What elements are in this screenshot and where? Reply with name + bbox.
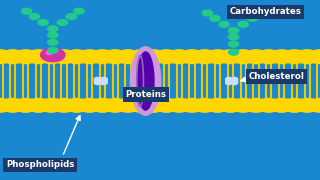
Text: Phospholipids: Phospholipids (6, 160, 74, 169)
Circle shape (116, 50, 140, 64)
Circle shape (210, 15, 220, 21)
Circle shape (226, 81, 232, 85)
Circle shape (231, 77, 238, 81)
Circle shape (103, 98, 127, 112)
Circle shape (226, 77, 232, 81)
Circle shape (193, 98, 217, 112)
Circle shape (295, 98, 319, 112)
Circle shape (57, 20, 68, 25)
Circle shape (1, 50, 25, 64)
Circle shape (141, 50, 166, 64)
Circle shape (231, 79, 238, 83)
Circle shape (226, 79, 232, 83)
Circle shape (154, 98, 179, 112)
Circle shape (52, 98, 76, 112)
Circle shape (26, 50, 51, 64)
Circle shape (101, 81, 107, 85)
Circle shape (154, 50, 179, 64)
Circle shape (219, 21, 229, 27)
Text: Carbohydrates: Carbohydrates (230, 7, 301, 16)
Circle shape (38, 20, 48, 25)
Circle shape (205, 98, 230, 112)
Circle shape (66, 14, 76, 19)
Text: Cholesterol: Cholesterol (249, 72, 305, 81)
Circle shape (282, 50, 307, 64)
Circle shape (231, 81, 238, 85)
Circle shape (228, 41, 239, 47)
Circle shape (255, 10, 265, 16)
Circle shape (48, 39, 58, 45)
Circle shape (228, 28, 239, 33)
Circle shape (103, 50, 127, 64)
Circle shape (21, 8, 32, 14)
Circle shape (101, 79, 107, 82)
Ellipse shape (131, 47, 161, 115)
Circle shape (247, 15, 257, 21)
Circle shape (48, 32, 58, 38)
Circle shape (39, 50, 63, 64)
Circle shape (39, 98, 63, 112)
Circle shape (193, 50, 217, 64)
Circle shape (282, 98, 307, 112)
Circle shape (13, 98, 38, 112)
Circle shape (13, 50, 38, 64)
Circle shape (244, 98, 268, 112)
Circle shape (180, 50, 204, 64)
Circle shape (308, 98, 320, 112)
Circle shape (1, 98, 25, 112)
Circle shape (295, 50, 319, 64)
Circle shape (26, 98, 51, 112)
Circle shape (231, 98, 255, 112)
Circle shape (90, 50, 115, 64)
Circle shape (218, 50, 243, 64)
Circle shape (244, 50, 268, 64)
Circle shape (0, 98, 12, 112)
Circle shape (269, 50, 294, 64)
Circle shape (257, 50, 281, 64)
Circle shape (202, 10, 212, 16)
Circle shape (48, 26, 58, 32)
Circle shape (77, 98, 102, 112)
Text: Proteins: Proteins (125, 90, 166, 99)
Circle shape (228, 49, 239, 55)
Circle shape (218, 98, 243, 112)
Circle shape (94, 81, 101, 85)
Circle shape (94, 80, 101, 83)
Circle shape (0, 50, 12, 64)
Circle shape (167, 50, 191, 64)
Circle shape (52, 50, 76, 64)
Circle shape (46, 51, 52, 55)
Circle shape (238, 21, 248, 27)
Circle shape (231, 50, 255, 64)
Circle shape (205, 50, 230, 64)
Circle shape (90, 98, 115, 112)
Circle shape (65, 98, 89, 112)
Circle shape (257, 98, 281, 112)
Circle shape (228, 34, 239, 40)
Ellipse shape (137, 52, 154, 110)
Circle shape (101, 80, 107, 83)
Circle shape (94, 77, 101, 81)
Circle shape (269, 98, 294, 112)
Circle shape (180, 98, 204, 112)
Circle shape (77, 50, 102, 64)
Circle shape (74, 8, 84, 14)
Circle shape (129, 98, 153, 112)
Circle shape (41, 48, 65, 62)
Circle shape (167, 98, 191, 112)
Circle shape (129, 50, 153, 64)
Circle shape (116, 98, 140, 112)
Circle shape (65, 50, 89, 64)
Circle shape (308, 50, 320, 64)
Circle shape (141, 98, 166, 112)
Circle shape (29, 14, 39, 19)
Circle shape (101, 77, 107, 81)
Circle shape (94, 79, 101, 82)
Circle shape (48, 48, 58, 53)
